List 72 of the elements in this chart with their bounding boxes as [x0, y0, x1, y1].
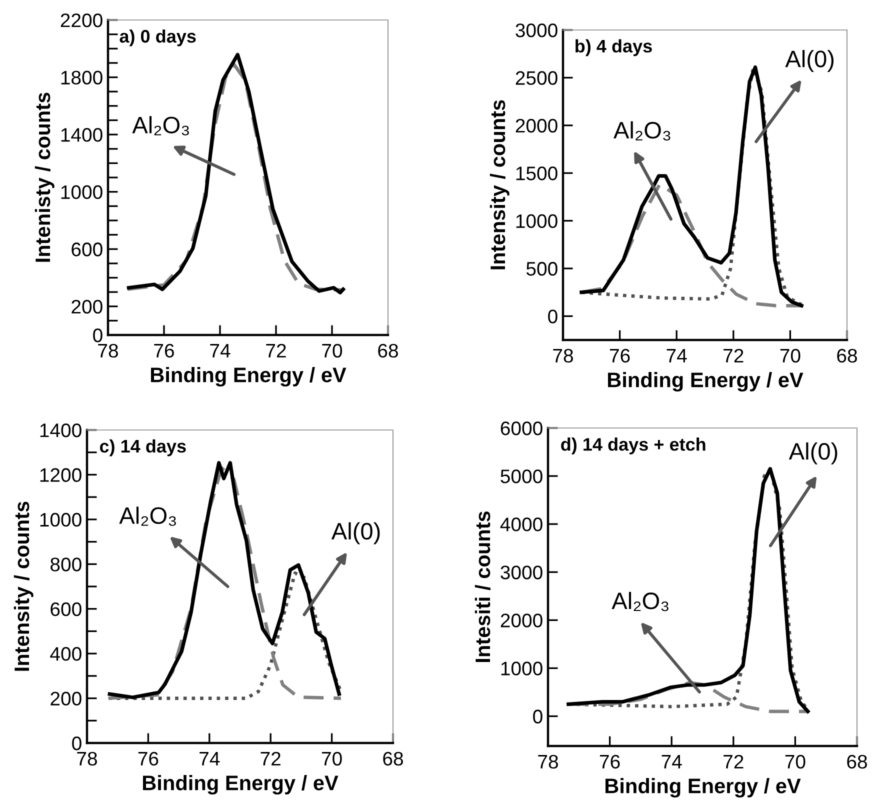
y-tick-label: 2000: [500, 614, 542, 628]
y-tick-label: 2000: [516, 118, 558, 133]
x-tick-label: 72: [266, 344, 286, 358]
x-tick-label: 68: [383, 752, 403, 766]
chart-title: b) 4 days: [576, 39, 652, 56]
y-tick-label: 800: [50, 558, 82, 572]
y-tick-label: 1000: [40, 512, 82, 527]
chart-title: c) 14 days: [100, 439, 186, 456]
x-tick-label: 78: [538, 754, 558, 769]
annotation: Al₂O₃: [614, 121, 670, 141]
y-tick-label: 600: [72, 242, 102, 256]
x-tick-label: 68: [847, 754, 867, 769]
x-tick-label: 70: [322, 344, 342, 358]
x-tick-label: 74: [200, 752, 220, 766]
x-tick-label: 68: [837, 348, 857, 363]
y-tick-label: 400: [50, 647, 82, 661]
y-tick-label: 500: [526, 262, 558, 276]
y-tick-label: 1800: [61, 70, 102, 85]
x-tick-label: 76: [138, 752, 158, 766]
x-axis-title: Binding Energy / eV: [606, 778, 801, 798]
chart-title: a) 0 days: [120, 29, 196, 46]
y-tick-label: 200: [50, 692, 82, 706]
y-tick-label: 0: [548, 310, 558, 324]
x-tick-label: 74: [210, 344, 230, 358]
y-tick-label: 200: [72, 300, 102, 314]
annotation: Al₂O₃: [612, 592, 668, 612]
annotation: Al₂O₃: [132, 116, 189, 136]
y-tick-label: 1000: [501, 662, 542, 676]
y-tick-label: 1400: [61, 128, 102, 142]
y-tick-label: 5000: [500, 470, 542, 484]
annotation: Al(0): [331, 522, 380, 544]
annotation: Al(0): [788, 442, 838, 464]
x-axis-title: Binding Energy / eV: [143, 775, 338, 795]
x-tick-label: 78: [98, 344, 118, 358]
x-tick-label: 74: [662, 755, 682, 768]
y-axis-title: Intenisty / counts: [34, 92, 54, 262]
x-tick-label: 74: [666, 349, 687, 362]
x-axis-title: Binding Energy / eV: [608, 372, 804, 392]
x-axis-title: Binding Energy / eV: [151, 367, 346, 387]
y-tick-label: 0: [533, 710, 542, 724]
x-tick-label: 72: [260, 752, 280, 766]
y-tick-label: 6000: [500, 421, 542, 436]
y-tick-label: 1400: [40, 423, 82, 438]
annotation: Al(0): [785, 50, 834, 72]
y-axis-title: Intensity / counts: [14, 502, 34, 671]
x-tick-label: 78: [553, 348, 573, 363]
y-tick-label: 0: [72, 736, 82, 750]
y-tick-label: 1000: [516, 214, 558, 228]
x-tick-label: 76: [610, 348, 630, 363]
y-tick-label: 600: [50, 602, 82, 616]
y-tick-label: 2200: [60, 13, 102, 28]
x-tick-label: 76: [600, 754, 620, 769]
x-tick-label: 72: [724, 754, 744, 768]
annotation: Al₂O₃: [119, 506, 176, 526]
y-axis-title: Intesiti / counts: [474, 511, 490, 662]
x-tick-label: 70: [780, 348, 800, 363]
y-tick-label: 0: [93, 328, 102, 342]
y-tick-label: 1200: [40, 468, 82, 482]
y-tick-label: 3000: [516, 23, 558, 38]
x-tick-label: 68: [378, 344, 398, 358]
y-tick-label: 3000: [500, 566, 542, 580]
y-tick-label: 1500: [516, 166, 558, 180]
y-tick-label: 2500: [516, 71, 558, 85]
y-tick-label: 4000: [500, 518, 542, 532]
y-tick-label: 1000: [61, 185, 102, 200]
x-tick-label: 72: [724, 348, 744, 362]
x-tick-label: 70: [785, 754, 806, 769]
y-axis-title: Intensity / counts: [490, 100, 510, 270]
x-tick-label: 78: [77, 752, 97, 766]
x-tick-label: 76: [154, 344, 174, 358]
chart-title: d) 14 days + etch: [561, 438, 706, 454]
x-tick-label: 70: [322, 752, 342, 766]
